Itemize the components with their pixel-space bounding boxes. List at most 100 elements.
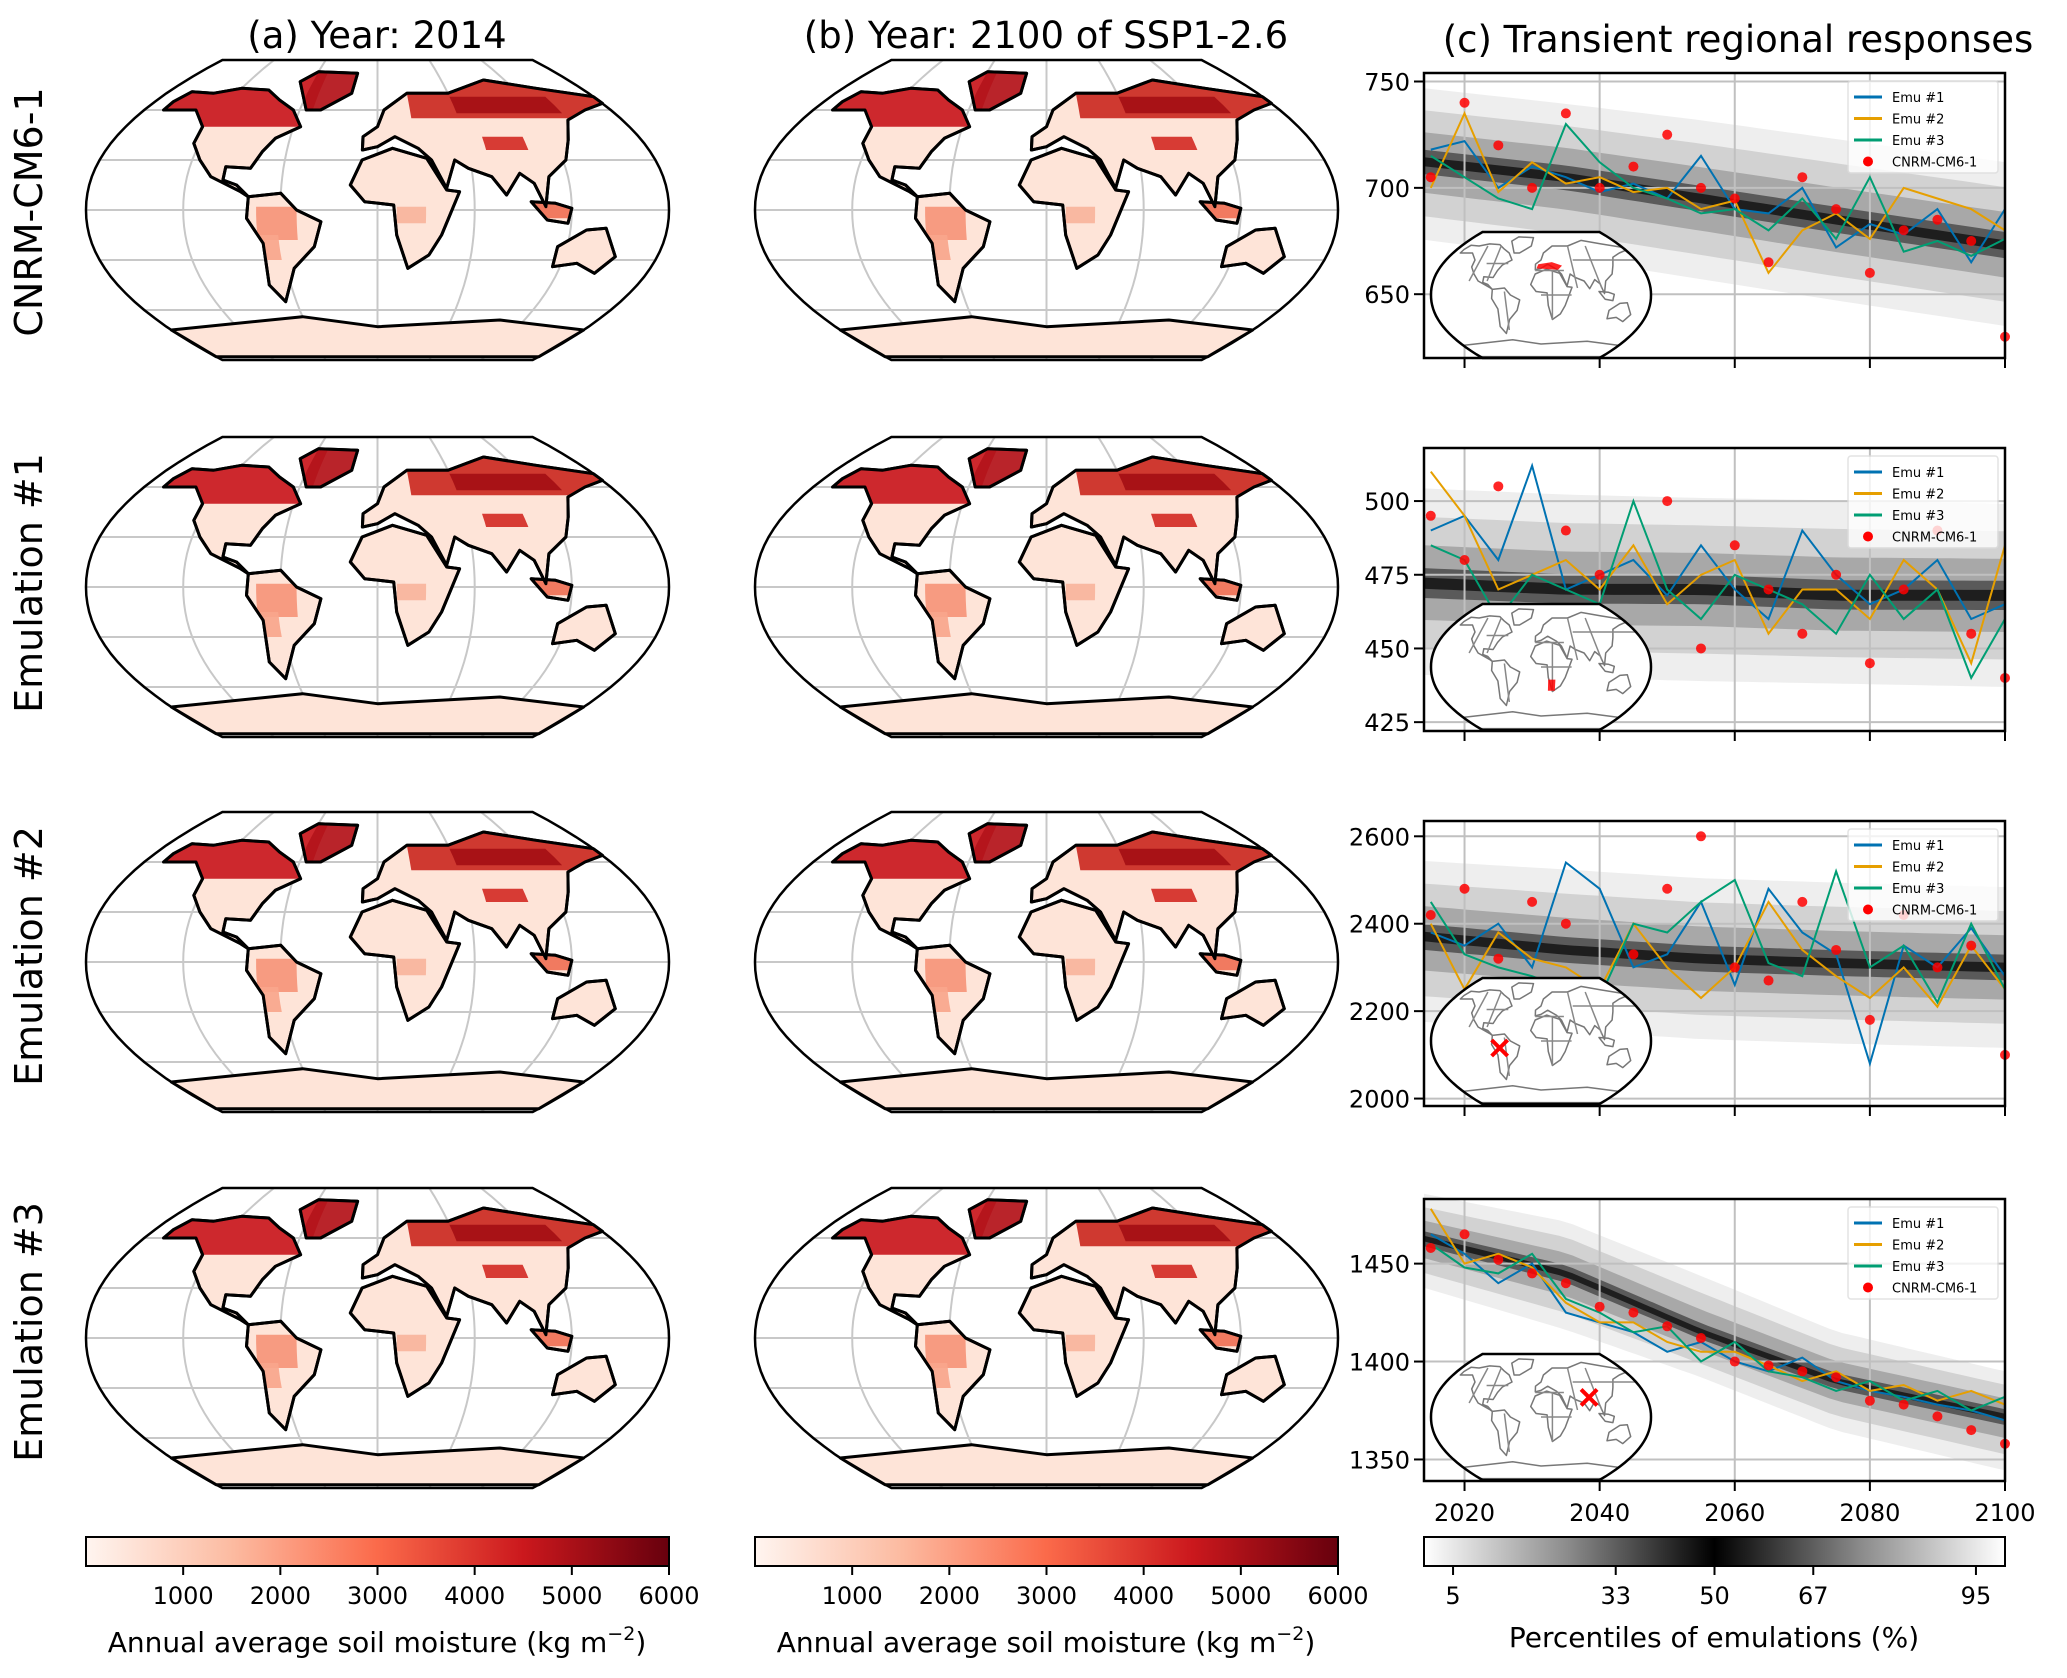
cnrm-point [1628,1307,1639,1318]
x-tick-label: 2020 [1434,1499,1495,1527]
colorbar-soil-a: 1000 2000 3000 4000 5000 6000 Annual average … [85,1536,700,1659]
coastline-id [1598,1412,1616,1424]
series-line-emu2 [1429,899,2006,1009]
region-marker-x-icon [1490,1038,1510,1058]
cnrm-point [1560,1278,1571,1289]
y-tick-label: 2600 [1349,823,1410,851]
cnrm-point [1864,1014,1875,1025]
legend-label: Emu #2 [1892,861,1944,876]
legend: Emu #1 Emu #2 Emu #3 CNRM-CM6-1 [1847,455,1999,549]
map-a-row4 [84,1186,671,1490]
coastline-gl [967,70,1029,112]
cnrm-point [1763,1360,1774,1371]
coastline-sa [245,191,323,304]
title-b: (b) Year: 2100 of SSP1-2.6 [804,14,1288,57]
cnrm-point [1729,193,1740,204]
cnrm-point [1831,1372,1842,1383]
maps [84,58,1340,1490]
coastline-an [838,1443,1255,1487]
region-marker-x-icon [1579,1387,1599,1407]
legend-label: Emu #1 [1892,1217,1944,1232]
cnrm-point [1459,97,1470,108]
y-tick-label: 650 [1364,281,1410,309]
legend-swatch [1863,156,1873,167]
cnrm-point [1594,569,1605,580]
soil-moisture-cell [256,206,298,240]
colorbar-percentiles-bar [1423,1536,2006,1567]
coastline-na [162,463,303,576]
colorbar-soil-a-tick-label: 5000 [541,1582,602,1610]
transient-panel-3: 2000 2200 2400 2600 Emu #1 Emu #2 Emu #3 CNRM-C… [1349,819,2010,1116]
soil-moisture-cell [449,848,563,866]
coastline-gl [298,70,360,112]
coastline-au [551,978,617,1027]
series-line-emu3 [1430,498,2006,681]
series-line-emu2 [1429,110,2006,275]
legend-label: Emu #2 [1892,113,1944,128]
cnrm-point [1898,1399,1909,1410]
cnrm-point [1695,1333,1706,1344]
coastline-au [551,603,617,652]
coastline-sa [914,943,992,1056]
coastline-sa [914,191,992,304]
colorbar-soil-b-tick-label: 1000 [822,1582,883,1610]
cnrm-point [1864,267,1875,278]
cnrm-point [1797,172,1808,183]
cnrm-point [1966,236,1977,247]
legend-swatch [1863,531,1873,542]
coastline-eu [1534,611,1627,667]
colorbar-soil-b-tick-label: 4000 [1113,1582,1174,1610]
coastline-id [1198,952,1243,977]
inset-map-2 [1429,602,1653,732]
soil-moisture-cell [482,1264,529,1278]
coastline-af [1017,146,1131,270]
coastline-eu [360,455,604,586]
coastline-an [838,1067,1255,1111]
cnrm-point [1729,540,1740,551]
legend-label: Emu #2 [1892,1239,1944,1254]
y-tick-label: 2400 [1349,911,1410,939]
series-line-emu3 [1430,1243,2006,1412]
coastline-id [1598,290,1616,302]
coastline-sa [1490,659,1521,707]
cnrm-point [1459,555,1470,566]
cnrm-point [1932,962,1943,973]
cnrm-point [1493,140,1504,151]
y-tick-label: 500 [1364,488,1410,516]
cnrm-point [1729,962,1740,973]
soil-moisture-cell [1151,513,1198,527]
coastline-sa [245,1319,323,1432]
coastline-au [1220,978,1286,1027]
coastline-af [1529,640,1573,693]
colorbar-soil-b-bar [754,1536,1339,1567]
coastline-af [1017,1274,1131,1398]
coastline-gl [967,1198,1029,1240]
coastline-gl [967,447,1029,489]
cnrm-point [1459,883,1470,894]
coastline-na [1459,989,1513,1037]
map-a-row2 [84,435,671,739]
cnrm-point [1864,658,1875,669]
axes-frame [1422,819,2007,1108]
coastline-na [831,838,972,951]
legend-box [1847,80,1999,174]
coastline-an [169,1443,586,1487]
coastline-an [1462,1085,1620,1104]
soil-moisture-cell [1065,206,1096,224]
legend-label: Emu #3 [1892,1260,1944,1275]
cnrm-point [1493,481,1504,492]
region-boundary [1468,991,1489,1028]
colorbar-percentiles-tick-label: 95 [1961,1582,1992,1610]
legend-box [1847,1206,1999,1300]
y-tick-label: 1450 [1349,1251,1410,1279]
coastline-sa [1490,1409,1521,1457]
legend: Emu #1 Emu #2 Emu #3 CNRM-CM6-1 [1847,1206,1999,1300]
cnrm-point [1797,896,1808,907]
coastline-eu [360,78,604,209]
percentile-band [1424,157,2005,251]
soil-moisture-cell [256,958,298,992]
soil-moisture-cell [396,206,427,224]
soil-moisture-cell [482,888,529,902]
region-boundary [1566,617,1579,661]
cnrm-point [1594,182,1605,193]
